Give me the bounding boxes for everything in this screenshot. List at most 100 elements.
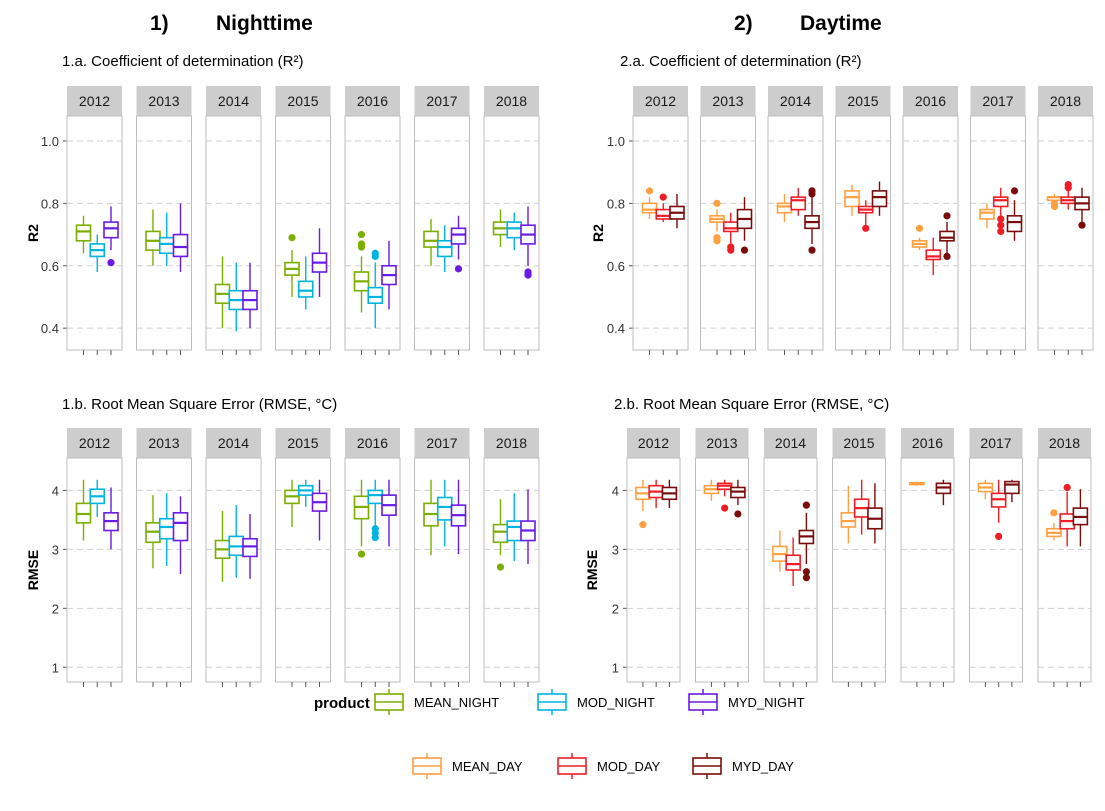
box-mod-night [297,479,314,507]
facet-strip [700,86,756,116]
box-myd-night [311,479,328,541]
facet-2013: 2013 [700,86,756,355]
facet-strip [627,428,680,458]
outlier-point [862,224,870,232]
box-body [722,221,739,233]
outlier-point [107,259,115,267]
box-myd-night [520,206,536,279]
facet-2014: 2014 [767,86,824,355]
facet-strip [275,428,331,458]
outlier-point [997,227,1005,236]
box-mean-night [423,218,439,266]
outlier-point [915,224,924,232]
facet-panel [832,457,886,683]
box-body [925,249,942,261]
facet-label: 2017 [426,93,457,109]
box-mean-day [641,187,658,219]
y-tick-label: 4 [52,483,59,498]
box-myd-day [661,479,678,509]
facet-2012: 2012 [66,86,123,355]
box-body [242,537,258,558]
subtitle-day-rmse: 2.b. Root Mean Square Error (RMSE, °C) [614,396,890,413]
facet-2014: 2014 [205,428,262,687]
box-mod-night [367,249,384,329]
outlier-point [713,237,721,245]
facet-2012: 2012 [66,428,123,687]
box-body [1006,215,1023,233]
facet-panel [900,457,955,683]
facet-label: 2017 [982,93,1013,109]
box-myd-day [871,181,888,216]
box-mod-night [89,479,106,517]
facet-2016: 2016 [344,428,401,687]
facet-strip [136,428,192,458]
box-mean-night [423,479,439,556]
facet-label: 2014 [775,435,806,451]
facet-label: 2014 [218,93,249,109]
box-myd-night [450,215,467,273]
box-myd-night [311,228,328,297]
box-mod-night [506,212,523,251]
outlier-point [727,246,735,254]
facet-panel [1037,115,1094,351]
box-myd-day [867,483,883,544]
facet-strip [901,428,954,458]
legend-label-myd-night: MYD_NIGHT [728,695,805,710]
facet-strip [414,86,470,116]
box-body [979,208,995,220]
box-body [641,202,658,214]
box-mod-day [857,200,874,232]
chart-night-rmse: RMSE 1 2 3 4 2012 2013 2014 2015 2016 2017 2018 [25,428,540,687]
daytime-label: Daytime [800,12,882,35]
facet-2015: 2015 [275,428,331,687]
outlier-point [454,265,463,273]
facet-strip [1038,86,1093,116]
box-body [790,196,807,211]
facet-panel [136,457,192,683]
legend-key-mod-day [557,753,587,779]
outlier-point [995,532,1003,541]
facet-strip [414,428,470,458]
facet-2018: 2018 [483,428,540,687]
box-body [423,230,439,248]
y-tick-label: 1 [52,660,59,675]
facet-label: 2016 [915,93,946,109]
subtitle-night-r2: 1.a. Coefficient of determination (R²) [62,53,304,70]
facet-2016: 2016 [344,86,401,355]
box-mod-day [655,193,672,223]
box-body [871,190,888,208]
facet-panel [700,115,756,351]
facet-2014: 2014 [763,428,818,687]
box-mod-day [1059,483,1075,547]
facet-2016: 2016 [902,86,959,355]
box-body [158,517,175,540]
box-body [492,523,509,544]
box-myd-night [381,240,397,310]
legend-label-mod-day: MOD_DAY [597,759,661,774]
outlier-point [1050,202,1059,211]
facet-2018: 2018 [1037,428,1092,687]
box-body [939,230,955,242]
subtitle-night-rmse: 1.b. Root Mean Square Error (RMSE, °C) [62,396,338,413]
box-myd-day [1004,479,1020,503]
facet-panel [205,115,262,351]
outlier-point [357,243,366,251]
box-myd-night [242,262,258,329]
daytime-heading: 2) Daytime [734,12,882,36]
facet-label: 2015 [287,435,318,451]
outlier-point [1010,187,1019,195]
facet-2014: 2014 [205,86,262,355]
outlier-point [371,533,379,542]
box-body [844,190,860,208]
box-body [1004,480,1020,495]
box-mod-night [89,234,106,272]
legend-label-mod-night: MOD_NIGHT [577,695,655,710]
facet-2013: 2013 [136,86,192,355]
legend-key-myd-night [688,689,718,715]
box-myd-day [935,479,952,506]
box-mean-day [772,530,788,572]
legend-label-mean-day: MEAN_DAY [452,759,523,774]
facet-strip [136,86,192,116]
box-mean-day [709,199,725,245]
